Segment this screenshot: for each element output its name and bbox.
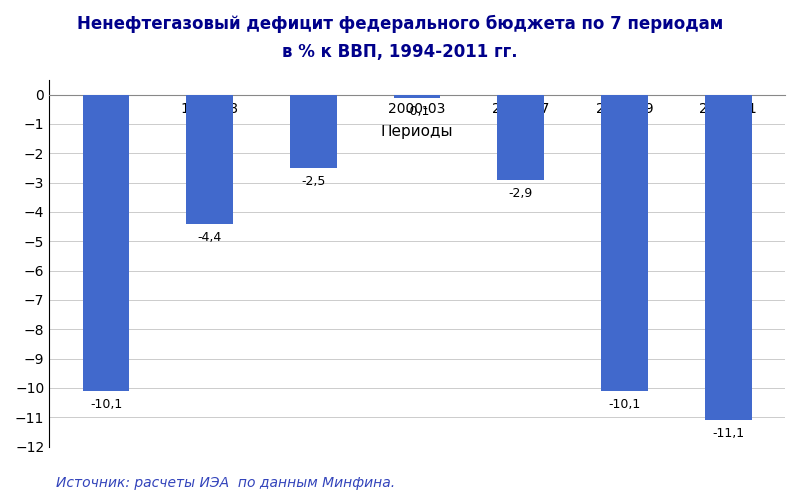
Text: Источник: расчеты ИЭА  по данным Минфина.: Источник: расчеты ИЭА по данным Минфина. [56,476,395,490]
X-axis label: Периоды: Периоды [381,124,454,139]
Bar [498,94,544,180]
Text: -4,4: -4,4 [198,231,222,244]
Text: в % к ВВП, 1994-2011 гг.: в % к ВВП, 1994-2011 гг. [282,42,518,60]
Text: -11,1: -11,1 [712,428,744,440]
Bar [394,94,441,98]
Bar [82,94,130,391]
Bar [705,94,751,420]
Text: -10,1: -10,1 [90,398,122,411]
Text: -10,1: -10,1 [608,398,641,411]
Text: -2,9: -2,9 [509,187,533,200]
Bar [290,94,337,168]
Text: Ненефтегазовый дефицит федерального бюджета по 7 периодам: Ненефтегазовый дефицит федерального бюдж… [77,15,723,33]
Bar [601,94,648,391]
Text: -0,1: -0,1 [405,105,430,118]
Bar [186,94,233,224]
Text: -2,5: -2,5 [302,176,326,188]
